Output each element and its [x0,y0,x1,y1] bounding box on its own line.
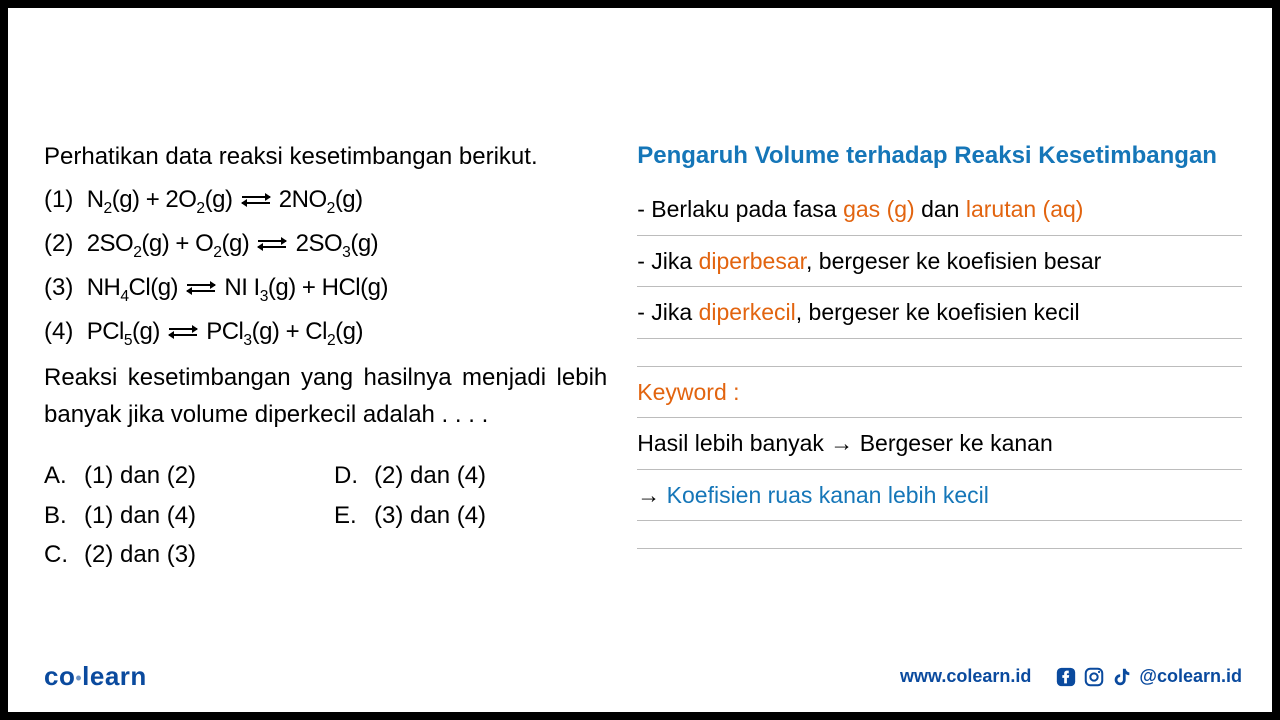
kw2-arrow: → [637,482,666,508]
eq2-formula: 2SO2(g) + O2(g) 2SO3(g) [87,230,379,257]
option-b: B.(1) dan (4) [44,497,334,534]
logo-part-b: learn [82,661,147,691]
option-e: E.(3) dan (4) [334,497,486,534]
equation-3: (3) NH4Cl(g) NI I3(g) + HCl(g) [44,269,607,309]
l1-mid: dan [915,196,966,222]
question-panel: Perhatikan data reaksi kesetimbangan ber… [44,138,607,575]
option-d: D.(2) dan (4) [334,457,486,494]
explanation-heading: Pengaruh Volume terhadap Reaksi Kesetimb… [637,138,1242,174]
option-b-letter: B. [44,497,84,534]
logo-part-a: co [44,661,75,691]
option-d-letter: D. [334,457,374,494]
option-a-letter: A. [44,457,84,494]
question-text: Reaksi kesetimbangan yang hasilnya menja… [44,359,607,433]
option-c-letter: C. [44,536,84,573]
social-handle: @colearn.id [1139,666,1242,687]
eq1-num: (1) [44,186,73,213]
l1-hl2: larutan (aq) [966,196,1084,222]
l3-post: , bergeser ke koefisien kecil [796,299,1080,325]
option-e-letter: E. [334,497,374,534]
option-a: A.(1) dan (2) [44,457,334,494]
option-b-text: (1) dan (4) [84,502,196,529]
eq4-formula: PCl5(g) PCl3(g) + Cl2(g) [87,318,363,345]
equation-2: (2) 2SO2(g) + O2(g) 2SO3(g) [44,225,607,265]
footer-right: www.colearn.id @colearn.id [900,666,1242,688]
footer: co•learn www.colearn.id @colearn.id [44,661,1242,692]
explain-line-2: - Jika diperbesar, bergeser ke koefisien… [637,236,1242,288]
options-col2: D.(2) dan (4) E.(3) dan (4) [334,457,486,575]
option-c-text: (2) dan (3) [84,541,196,568]
option-a-text: (1) dan (2) [84,462,196,489]
equation-1: (1) N2(g) + 2O2(g) 2NO2(g) [44,181,607,221]
explain-line-3: - Jika diperkecil, bergeser ke koefisien… [637,287,1242,339]
options: A.(1) dan (2) B.(1) dan (4) C.(2) dan (3… [44,457,607,575]
brand-logo: co•learn [44,661,147,692]
l2-post: , bergeser ke koefisien besar [806,248,1101,274]
explain-empty-2 [637,521,1242,549]
kw2-text: Koefisien ruas kanan lebih kecil [667,482,989,508]
instagram-icon [1083,666,1105,688]
eq3-formula: NH4Cl(g) NI I3(g) + HCl(g) [87,274,388,301]
l2-pre: - Jika [637,248,698,274]
l1-hl1: gas (g) [843,196,915,222]
option-d-text: (2) dan (4) [374,462,486,489]
l1-pre: - Berlaku pada fasa [637,196,843,222]
option-c: C.(2) dan (3) [44,536,334,573]
eq2-num: (2) [44,230,73,257]
eq1-formula: N2(g) + 2O2(g) 2NO2(g) [87,186,363,213]
explain-line-1: - Berlaku pada fasa gas (g) dan larutan … [637,184,1242,236]
keyword-line-2: → Koefisien ruas kanan lebih kecil [637,470,1242,522]
l3-hl: diperkecil [699,299,796,325]
keyword-label: Keyword : [637,379,739,405]
explain-empty-1 [637,339,1242,367]
keyword-heading-row: Keyword : [637,367,1242,419]
explanation-panel: Pengaruh Volume terhadap Reaksi Kesetimb… [637,138,1242,575]
logo-dot: • [75,668,82,688]
options-col1: A.(1) dan (2) B.(1) dan (4) C.(2) dan (3… [44,457,334,575]
keyword-line-1: Hasil lebih banyak → Bergeser ke kanan [637,418,1242,470]
facebook-icon [1055,666,1077,688]
tiktok-icon [1111,666,1133,688]
option-e-text: (3) dan (4) [374,502,486,529]
l3-pre: - Jika [637,299,698,325]
social-icons: @colearn.id [1055,666,1242,688]
eq3-num: (3) [44,274,73,301]
intro-text: Perhatikan data reaksi kesetimbangan ber… [44,138,607,175]
equation-4: (4) PCl5(g) PCl3(g) + Cl2(g) [44,313,607,353]
l2-hl: diperbesar [699,248,806,274]
content-area: Perhatikan data reaksi kesetimbangan ber… [8,8,1272,575]
eq4-num: (4) [44,318,73,345]
footer-url: www.colearn.id [900,666,1031,687]
